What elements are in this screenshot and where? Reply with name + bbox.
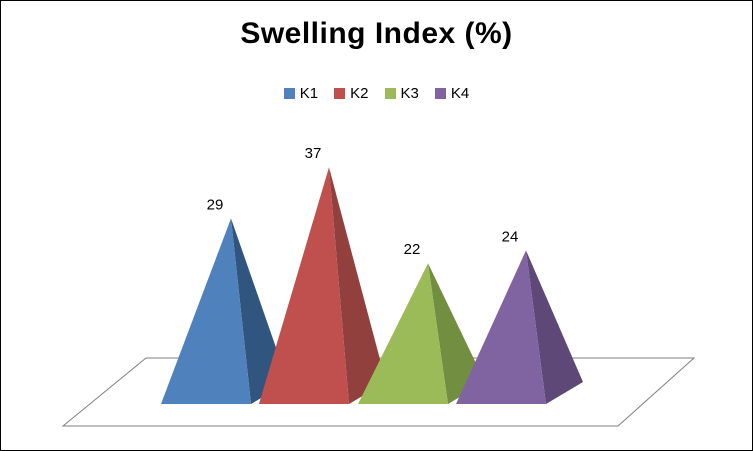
legend-label-K4: K4 xyxy=(450,85,470,102)
data-label-K2: 37 xyxy=(305,145,322,162)
pyramid-front-K2 xyxy=(259,167,349,404)
legend-label-K2: K2 xyxy=(350,85,369,102)
legend-label-K3: K3 xyxy=(400,85,419,102)
chart-title: Swelling Index (%) xyxy=(240,17,513,50)
legend-item-K4: K4 xyxy=(434,85,470,102)
legend: K1 K2 K3 K4 xyxy=(1,85,752,102)
data-label-K4: 24 xyxy=(502,228,519,245)
chart-floor xyxy=(61,357,696,427)
pyramid-front-K1 xyxy=(161,218,251,404)
pyramid-front-K4 xyxy=(456,250,546,404)
data-label-K3: 22 xyxy=(404,241,421,258)
pyramid-front-K3 xyxy=(358,263,448,404)
legend-swatch-K2 xyxy=(334,88,346,99)
legend-item-K2: K2 xyxy=(334,85,369,102)
legend-swatch-K3 xyxy=(384,88,396,99)
pyramid-side-K4 xyxy=(526,250,583,404)
legend-item-K3: K3 xyxy=(384,85,419,102)
pyramid-side-K2 xyxy=(329,167,386,404)
legend-swatch-K4 xyxy=(434,88,446,99)
data-label-K1: 29 xyxy=(207,196,224,213)
legend-label-K1: K1 xyxy=(299,85,319,102)
legend-swatch-K1 xyxy=(283,88,295,99)
pyramid-side-K3 xyxy=(428,263,485,404)
legend-item-K1: K1 xyxy=(283,85,319,102)
